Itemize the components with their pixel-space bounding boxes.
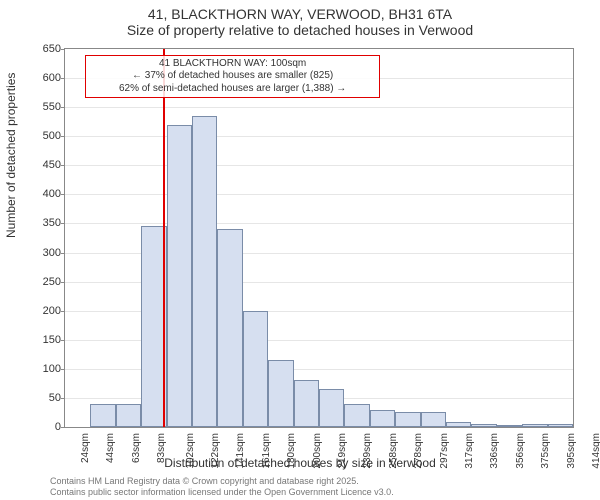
histogram-bar: [522, 424, 547, 427]
chart-titles: 41, BLACKTHORN WAY, VERWOOD, BH31 6TA Si…: [0, 0, 600, 38]
y-tick-label: 400: [43, 188, 61, 200]
annotation-line: ← 37% of detached houses are smaller (82…: [90, 70, 375, 83]
y-tick-mark: [61, 340, 65, 341]
y-tick-label: 450: [43, 159, 61, 171]
histogram-bar: [90, 404, 115, 427]
y-tick-label: 650: [43, 43, 61, 55]
y-tick-label: 200: [43, 305, 61, 317]
y-tick-label: 100: [43, 363, 61, 375]
y-tick-mark: [61, 165, 65, 166]
gridline: [65, 223, 573, 224]
y-tick-label: 250: [43, 276, 61, 288]
histogram-bar: [548, 424, 573, 427]
histogram-bar: [192, 116, 217, 427]
histogram-bar: [167, 125, 192, 427]
footnote-line1: Contains HM Land Registry data © Crown c…: [50, 476, 359, 486]
gridline: [65, 165, 573, 166]
y-tick-mark: [61, 311, 65, 312]
footnote: Contains HM Land Registry data © Crown c…: [50, 476, 394, 498]
gridline: [65, 194, 573, 195]
y-tick-mark: [61, 223, 65, 224]
x-axis-label: Distribution of detached houses by size …: [0, 456, 600, 470]
gridline: [65, 107, 573, 108]
marker-line: [163, 49, 165, 427]
y-tick-mark: [61, 253, 65, 254]
histogram-bar: [497, 425, 522, 427]
histogram-bar: [268, 360, 293, 427]
histogram-bar: [395, 412, 420, 427]
histogram-chart: 41, BLACKTHORN WAY, VERWOOD, BH31 6TA Si…: [0, 0, 600, 500]
y-tick-label: 600: [43, 72, 61, 84]
annotation-line: 62% of semi-detached houses are larger (…: [90, 83, 375, 96]
y-tick-mark: [61, 194, 65, 195]
histogram-bar: [294, 380, 319, 427]
y-tick-label: 350: [43, 217, 61, 229]
y-tick-mark: [61, 282, 65, 283]
histogram-bar: [116, 404, 141, 427]
histogram-bar: [319, 389, 344, 427]
y-tick-mark: [61, 49, 65, 50]
histogram-bar: [471, 424, 496, 427]
annotation-line: 41 BLACKTHORN WAY: 100sqm: [90, 58, 375, 71]
histogram-bar: [421, 412, 446, 427]
y-tick-label: 300: [43, 247, 61, 259]
footnote-line2: Contains public sector information licen…: [50, 487, 394, 497]
chart-title-main: 41, BLACKTHORN WAY, VERWOOD, BH31 6TA: [0, 6, 600, 22]
histogram-bar: [344, 404, 369, 427]
histogram-bar: [217, 229, 242, 427]
histogram-bar: [370, 410, 395, 427]
y-tick-label: 50: [49, 392, 61, 404]
histogram-bar: [446, 422, 471, 427]
y-tick-mark: [61, 398, 65, 399]
y-tick-label: 550: [43, 101, 61, 113]
y-axis-label: Number of detached properties: [4, 73, 18, 238]
y-tick-mark: [61, 369, 65, 370]
gridline: [65, 136, 573, 137]
y-tick-mark: [61, 427, 65, 428]
chart-title-sub: Size of property relative to detached ho…: [0, 22, 600, 38]
annotation-box: 41 BLACKTHORN WAY: 100sqm← 37% of detach…: [85, 55, 380, 99]
y-tick-mark: [61, 107, 65, 108]
y-tick-label: 500: [43, 130, 61, 142]
plot-area: 0501001502002503003504004505005506006502…: [64, 48, 574, 428]
y-tick-mark: [61, 78, 65, 79]
y-tick-mark: [61, 136, 65, 137]
y-tick-label: 150: [43, 334, 61, 346]
histogram-bar: [243, 311, 268, 427]
